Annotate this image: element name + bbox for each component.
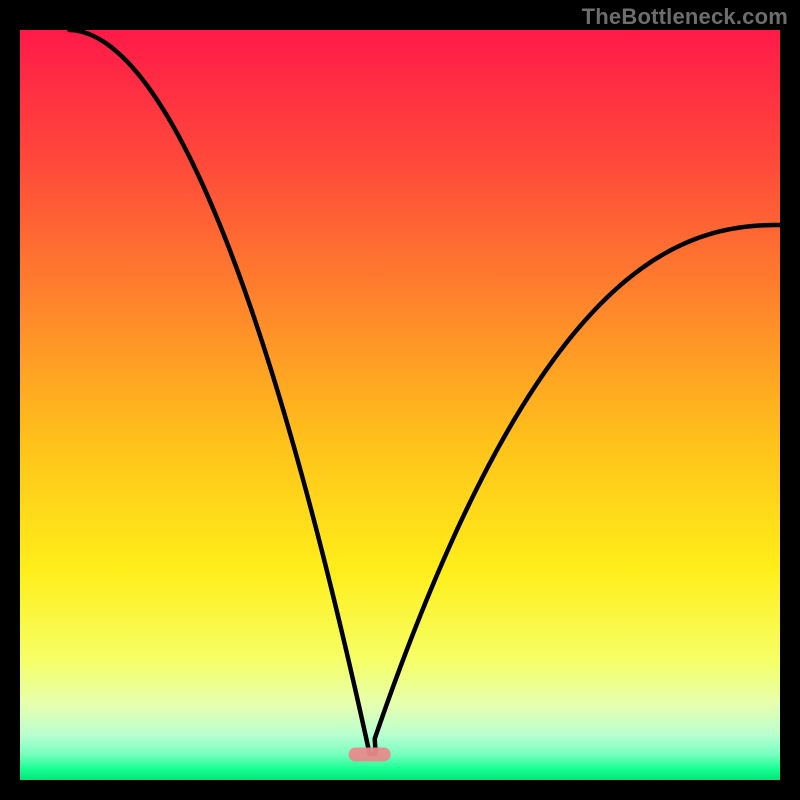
valley-marker (349, 748, 391, 762)
bottleneck-chart (0, 0, 800, 800)
chart-container: TheBottleneck.com (0, 0, 800, 800)
